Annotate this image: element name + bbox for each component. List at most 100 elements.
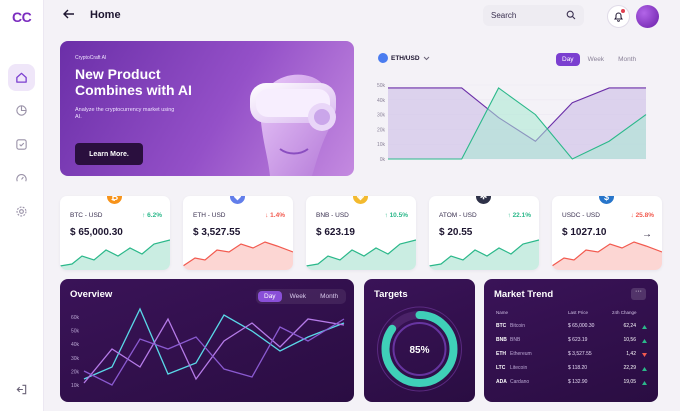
ticker-card[interactable]: ◆ ETH - USD ↓ 1.4% $ 3,527.55 [183, 196, 293, 270]
tab-day[interactable]: Day [556, 53, 580, 66]
ticker-change: ↑ 10.5% [385, 212, 409, 219]
targets-title: Targets [374, 289, 408, 300]
overview-tab-month[interactable]: Month [320, 293, 339, 300]
coin-icon: ◆ [228, 196, 247, 206]
sidebar-item-home[interactable] [8, 64, 35, 91]
banner-subtext: Analyze the cryptocurrency market using … [75, 107, 175, 120]
overview-y-tick: 40k [71, 342, 80, 348]
table-row[interactable]: ETH Ethereum $ 3,527.55 1,42 [484, 351, 658, 363]
trend-arrow-icon [641, 338, 648, 346]
chevron-down-icon [423, 56, 429, 60]
coin-last-price: $ 118.20 [568, 365, 588, 371]
search-input[interactable]: Search [483, 5, 584, 26]
coin-last-price: $ 3,527.55 [568, 351, 592, 357]
ticker-card[interactable]: ₿ BTC - USD ↑ 6.2% $ 65,000.30 [60, 196, 170, 270]
sidebar: CC [0, 0, 44, 411]
coin-24h-change: 19,05 [623, 379, 636, 385]
overview-chart: 60k 50k 40k 30k 20k 10k [71, 307, 345, 389]
vr-headset-illustration [250, 74, 336, 176]
overview-tab-week[interactable]: Week [289, 293, 307, 300]
trend-arrow-icon [641, 380, 648, 388]
ticker-sparkline [183, 241, 293, 270]
coin-last-price: $ 623.19 [568, 337, 588, 343]
ticker-sparkline [429, 239, 539, 270]
ticker-price: $ 65,000.30 [70, 227, 123, 238]
ticker-name: USDC - USD [562, 212, 600, 219]
overview-line [83, 318, 345, 386]
logout-button[interactable] [8, 376, 35, 403]
promo-banner: CryptoCraft AI New Product Combines with… [60, 41, 354, 176]
ticker-name: BTC - USD [70, 212, 103, 219]
trend-arrow-icon [641, 366, 648, 374]
ticker-change-value: 22.1% [512, 212, 531, 219]
ring-outer [377, 306, 462, 392]
y-tick-label: 50k [377, 83, 386, 89]
table-row[interactable]: BNB BNB $ 623.19 10,56 [484, 337, 658, 349]
sidebar-item-portfolio[interactable] [8, 97, 35, 124]
ticker-change-value: 1.4% [270, 212, 285, 219]
user-avatar[interactable] [636, 5, 659, 28]
coin-symbol: ETH [496, 351, 506, 357]
notifications-button[interactable] [607, 5, 630, 28]
page-title: Home [90, 9, 121, 21]
targets-panel: Targets 85% [364, 279, 475, 402]
banner-eyebrow: CryptoCraft AI [75, 55, 107, 61]
ticker-sparkline [60, 239, 170, 270]
coin-name: Cardano [510, 379, 530, 385]
pie-chart-icon [16, 105, 27, 116]
ticker-sparkline [552, 241, 662, 270]
coin-symbol: ADA [496, 379, 507, 385]
ring-inner [392, 322, 447, 376]
search-icon[interactable] [566, 10, 576, 20]
pair-label: ETH/USD [391, 54, 420, 62]
overview-y-tick: 30k [71, 356, 80, 362]
ticker-name: ATOM - USD [439, 212, 477, 219]
next-arrow-icon[interactable]: → [642, 229, 652, 240]
change-arrow-icon: ↑ [384, 212, 390, 219]
overview-y-tick: 10k [71, 383, 80, 389]
coin-icon: $ [597, 196, 616, 206]
sidebar-item-dashboard[interactable] [8, 165, 35, 192]
overview-y-tick: 50k [71, 329, 80, 335]
overview-tab-day[interactable]: Day [258, 291, 282, 302]
series-area [388, 87, 646, 159]
gauge-icon [16, 174, 27, 182]
tab-month[interactable]: Month [618, 56, 637, 63]
coin-icon: ◈ [351, 196, 370, 206]
tab-week[interactable]: Week [587, 56, 605, 63]
coin-name: Ethereum [510, 351, 532, 357]
ticker-change: ↓ 25.8% [631, 212, 655, 219]
sidebar-item-settings[interactable] [8, 198, 35, 225]
notification-dot [621, 9, 625, 13]
overview-line [83, 317, 345, 384]
banner-headline: New Product Combines with AI [75, 66, 192, 98]
ticker-cards: ₿ BTC - USD ↑ 6.2% $ 65,000.30 ◆ ETH - USD ↓ 1… [60, 196, 662, 270]
more-options-button[interactable]: ··· [631, 288, 646, 300]
price-chart: ETH/USD Day Week Month 50k 40k 30k 20k 10k 0k [370, 41, 656, 176]
sidebar-item-tasks[interactable] [8, 131, 35, 158]
back-arrow-icon[interactable] [62, 8, 76, 20]
col-name: Name [496, 310, 509, 315]
chart-range-tabs: Day Week Month [556, 53, 642, 66]
sparkline-line [306, 239, 416, 267]
trend-arrow-icon [641, 352, 648, 360]
ring-progress [381, 311, 458, 387]
sparkline-line [183, 241, 293, 267]
ticker-price: $ 3,527.55 [193, 227, 241, 238]
table-row[interactable]: ADA Cardano $ 132.90 19,05 [484, 379, 658, 391]
table-row[interactable]: BTC Bitcoin $ 65,000.30 62,24 [484, 323, 658, 335]
ticker-card[interactable]: $ USDC - USD ↓ 25.8% $ 1027.10 [552, 196, 662, 270]
coin-name: Litecoin [510, 365, 528, 371]
y-tick-label: 0k [380, 157, 386, 163]
overview-range-tabs: Day Week Month [256, 289, 347, 304]
ticker-card[interactable]: ◈ BNB - USD ↑ 10.5% $ 623.19 [306, 196, 416, 270]
coin-last-price: $ 132.90 [568, 379, 588, 385]
coin-icon: ✲ [474, 196, 493, 206]
learn-more-button[interactable]: Learn More. [75, 143, 143, 165]
pair-selector[interactable]: ETH/USD [378, 53, 430, 63]
table-row[interactable]: LTC Litecoin $ 118.20 22,29 [484, 365, 658, 377]
app-logo[interactable]: CC [12, 9, 32, 25]
ticker-price: $ 20.55 [439, 227, 473, 238]
ticker-card[interactable]: ✲ ATOM - USD ↑ 22.1% $ 20.55 [429, 196, 539, 270]
sparkline-area [552, 242, 662, 270]
